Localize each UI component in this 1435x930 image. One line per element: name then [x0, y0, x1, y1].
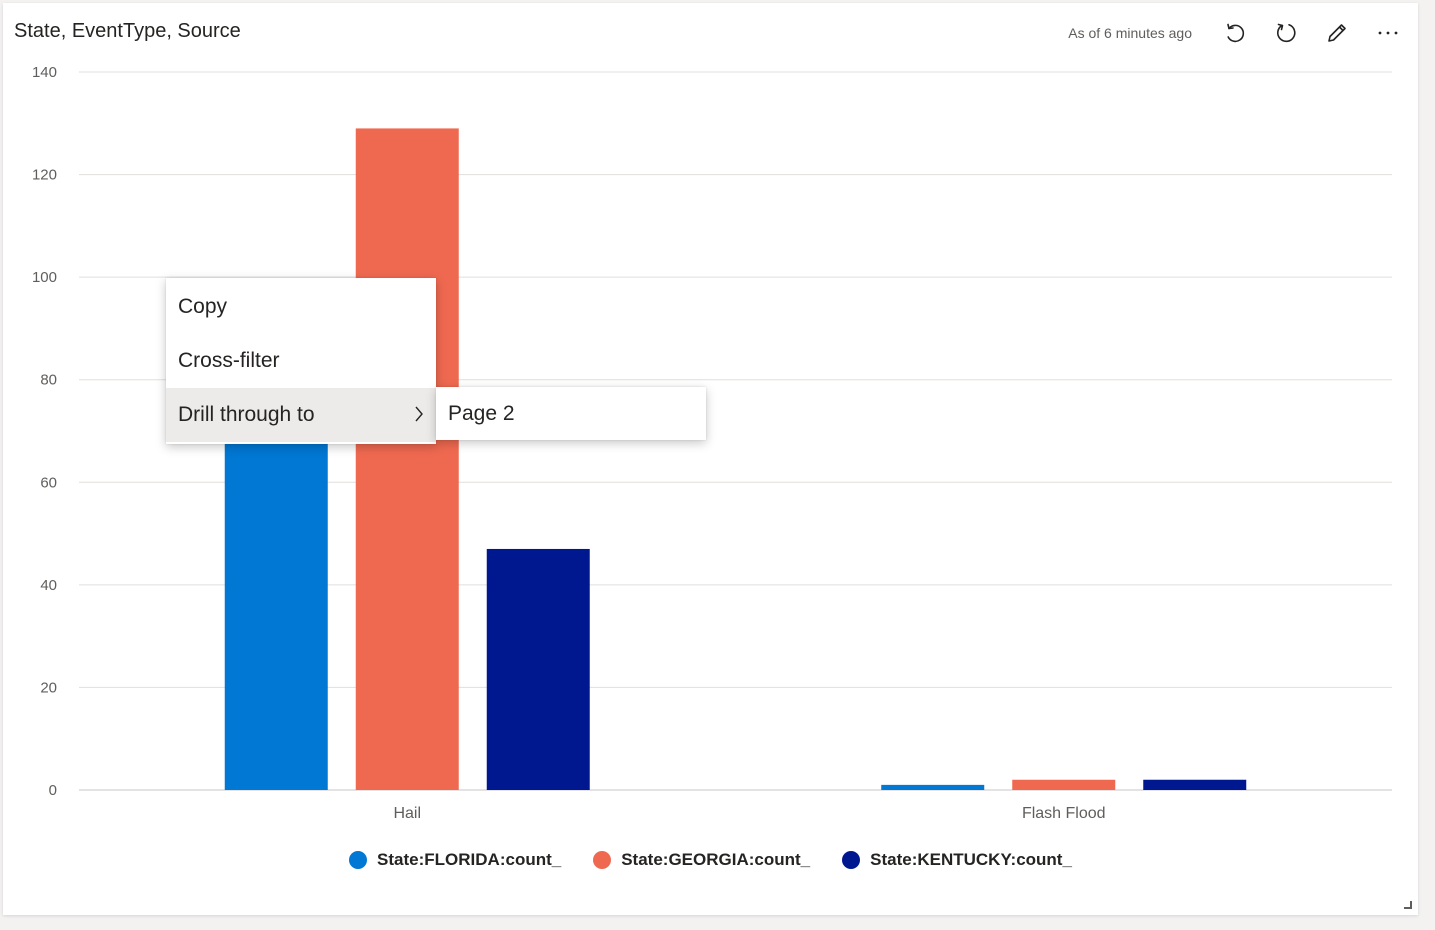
legend-marker [349, 851, 368, 869]
bar[interactable] [355, 128, 459, 790]
legend-marker [842, 851, 861, 869]
submenu-page-2-label: Page 2 [448, 401, 515, 425]
legend-item[interactable]: State:KENTUCKY:count_ [842, 850, 1072, 870]
legend-marker [593, 851, 612, 869]
drill-through-submenu-page-2[interactable]: Page 2 [436, 387, 706, 440]
y-tick-label: 20 [40, 679, 57, 696]
y-tick-label: 80 [40, 372, 57, 389]
y-tick-label: 140 [32, 64, 57, 81]
undo-icon[interactable] [1217, 17, 1253, 49]
x-tick-label: Hail [393, 805, 421, 822]
bar[interactable] [881, 784, 985, 790]
chart-legend: State:FLORIDA:count_ State:GEORGIA:count_… [3, 850, 1418, 870]
context-menu-drill-through[interactable]: Drill through to [166, 388, 436, 442]
bar[interactable] [224, 436, 328, 790]
visual-card: State, EventType, Source As of 6 minutes… [3, 3, 1418, 915]
legend-label: State:KENTUCKY:count_ [870, 850, 1072, 869]
context-menu-cross-filter[interactable]: Cross-filter [166, 334, 436, 388]
context-menu-copy[interactable]: Copy [166, 280, 436, 334]
context-menu: Copy Cross-filter Drill through to [166, 278, 436, 444]
legend-item[interactable]: State:GEORGIA:count_ [593, 850, 810, 870]
clustered-column-chart: 0 20 40 60 80 100 120 140 Hail Flash Flood [32, 64, 1392, 822]
context-menu-copy-label: Copy [178, 295, 228, 318]
last-refresh-timestamp: As of 6 minutes ago [1068, 25, 1192, 41]
chevron-right-icon [415, 406, 423, 422]
legend-item[interactable]: State:FLORIDA:count_ [349, 850, 561, 870]
context-menu-cross-filter-label: Cross-filter [178, 349, 280, 372]
visual-header-actions: As of 6 minutes ago [1068, 17, 1406, 49]
legend-label: State:FLORIDA:count_ [377, 850, 562, 869]
bar[interactable] [1012, 779, 1116, 790]
y-tick-label: 100 [32, 269, 57, 286]
edit-icon[interactable] [1319, 17, 1355, 49]
y-tick-label: 60 [40, 474, 57, 491]
bar[interactable] [486, 548, 590, 790]
refresh-icon[interactable] [1268, 17, 1304, 49]
y-tick-label: 40 [40, 577, 57, 594]
y-tick-label: 120 [32, 167, 57, 184]
x-tick-label: Flash Flood [1022, 805, 1106, 822]
context-menu-drill-through-label: Drill through to [178, 403, 315, 426]
legend-label: State:GEORGIA:count_ [621, 850, 811, 869]
resize-handle-icon[interactable] [1404, 901, 1412, 909]
visual-title: State, EventType, Source [14, 20, 241, 42]
more-options-icon[interactable] [1370, 17, 1406, 49]
bar[interactable] [1143, 779, 1247, 790]
y-tick-label: 0 [49, 782, 57, 799]
